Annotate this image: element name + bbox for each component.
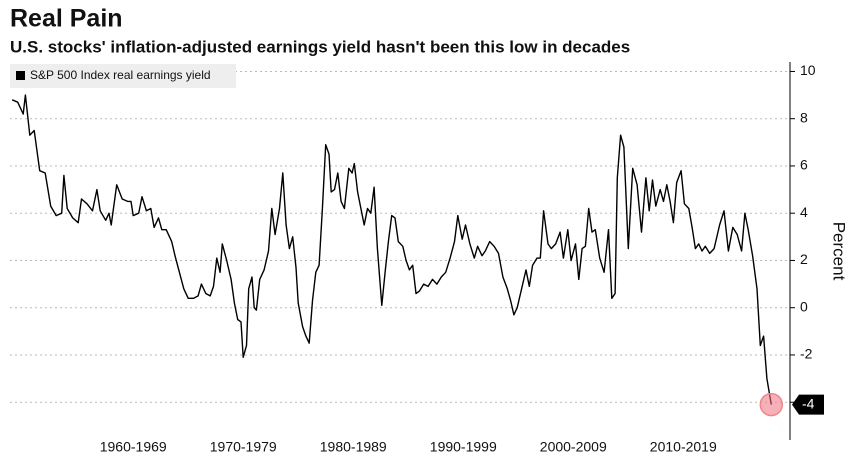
y-tick-label: 2: [800, 251, 808, 267]
series-line: [11, 94, 772, 405]
legend-label: S&P 500 Index real earnings yield: [30, 68, 211, 82]
end-label: -4: [802, 395, 815, 411]
x-tick-label: 1960-1969: [100, 439, 167, 455]
x-tick-label: 2000-2009: [540, 439, 607, 455]
chart-subtitle: U.S. stocks' inflation-adjusted earnings…: [10, 37, 630, 56]
y-tick-label: 6: [800, 157, 808, 173]
legend: S&P 500 Index real earnings yield: [10, 64, 236, 88]
x-tick-label: 1970-1979: [210, 439, 277, 455]
y-tick-label: 0: [800, 298, 808, 314]
x-tick-label: 1990-1999: [430, 439, 497, 455]
end-marker: [759, 392, 784, 417]
y-tick-label: 4: [800, 204, 808, 220]
y-tick-label: 10: [800, 62, 816, 78]
legend-box: [10, 64, 236, 88]
x-tick-label: 2010-2019: [650, 439, 717, 455]
y-axis-label: Percent: [830, 222, 849, 281]
x-tick-label: 1980-1989: [320, 439, 387, 455]
y-tick-label: -2: [800, 346, 813, 362]
chart-title: Real Pain: [10, 5, 123, 33]
end-label-box: [792, 394, 824, 415]
y-tick-label: 8: [800, 109, 808, 125]
legend-swatch: [16, 71, 25, 80]
